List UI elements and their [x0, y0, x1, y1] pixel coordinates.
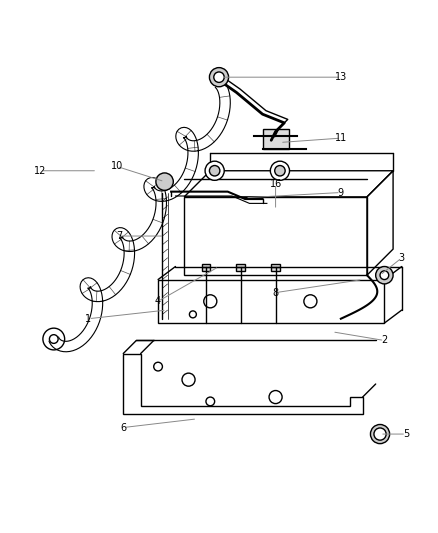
Bar [201, 264, 210, 271]
Bar [184, 197, 367, 275]
Text: 7: 7 [116, 231, 122, 241]
Circle shape [214, 72, 224, 83]
Text: 2: 2 [381, 335, 388, 345]
Circle shape [209, 166, 220, 176]
Text: 10: 10 [111, 161, 123, 172]
Text: 16: 16 [269, 179, 282, 189]
Circle shape [374, 428, 386, 440]
Text: 4: 4 [155, 296, 161, 306]
Text: 12: 12 [34, 166, 47, 176]
Circle shape [275, 166, 285, 176]
Circle shape [156, 173, 173, 190]
Bar [262, 130, 289, 149]
Circle shape [205, 161, 224, 180]
Bar [237, 264, 245, 271]
Text: 8: 8 [272, 288, 279, 297]
Circle shape [209, 68, 229, 87]
Bar [158, 279, 385, 323]
Text: 11: 11 [335, 133, 347, 143]
Text: 5: 5 [403, 429, 409, 439]
Text: 3: 3 [399, 253, 405, 263]
Text: 6: 6 [120, 423, 126, 433]
Circle shape [371, 424, 390, 443]
Circle shape [380, 271, 389, 279]
Text: 13: 13 [335, 72, 347, 82]
Circle shape [270, 161, 290, 180]
Text: 9: 9 [338, 188, 344, 198]
Bar [271, 264, 280, 271]
Circle shape [376, 266, 393, 284]
Text: 1: 1 [85, 314, 92, 324]
